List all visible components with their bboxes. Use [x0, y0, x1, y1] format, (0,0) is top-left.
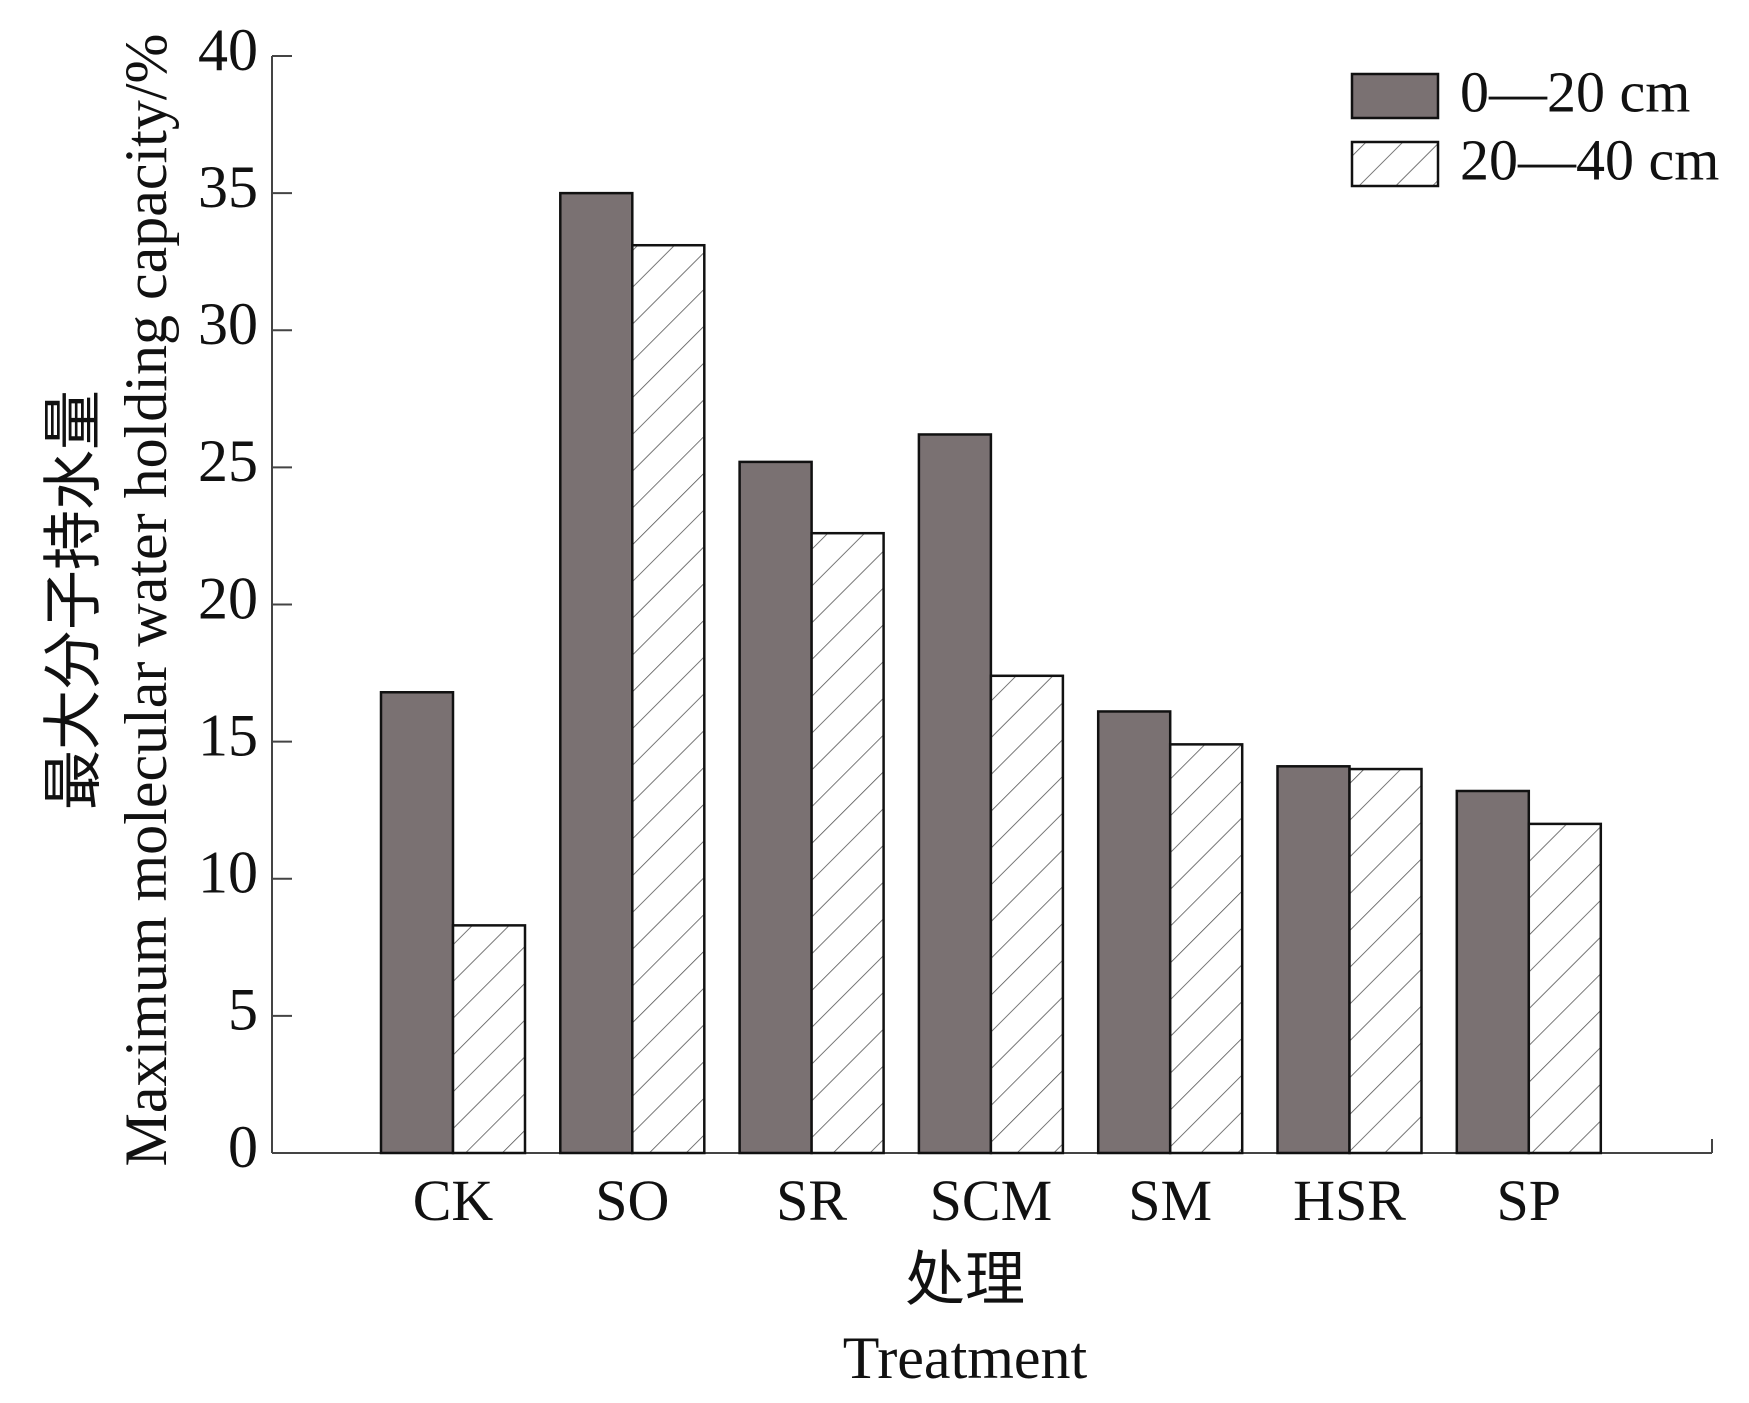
category-labels: CK SO SR SCM SM HSR SP [413, 1168, 1561, 1233]
y-tick-label: 10 [198, 840, 258, 906]
y-tick-label: 20 [198, 565, 258, 631]
y-tick-label: 25 [198, 428, 258, 494]
category-label: SCM [930, 1168, 1053, 1233]
bar-series2-scm [989, 674, 1065, 1155]
y-tick-label: 40 [198, 17, 258, 83]
bars [379, 191, 1603, 1155]
bar-series1-so [559, 191, 634, 1155]
legend-swatch-2 [1350, 140, 1440, 188]
axes: 0 5 10 15 20 25 30 35 40 [198, 17, 1713, 1180]
x-axis-title-en: Treatment [843, 1325, 1088, 1391]
category-label: SP [1497, 1168, 1562, 1233]
category-label: SR [776, 1168, 847, 1233]
bar-series2-hsr [1348, 767, 1423, 1155]
y-tick-label: 0 [228, 1114, 258, 1180]
legend-label-1: 0—20 cm [1460, 59, 1690, 124]
bar-series1-scm [917, 433, 993, 1155]
bar-series2-so [631, 243, 706, 1155]
bar-series2-sr [810, 531, 885, 1155]
y-tick-label: 15 [198, 702, 258, 768]
category-label: CK [413, 1168, 494, 1233]
category-label: HSR [1293, 1168, 1406, 1233]
category-label: SO [595, 1168, 669, 1233]
y-tick-label: 5 [228, 977, 258, 1043]
bar-series2-sp [1527, 822, 1603, 1155]
x-axis-title-cn: 处理 [905, 1247, 1025, 1313]
bar-series1-hsr [1276, 765, 1351, 1155]
y-axis-title-en: Maximum molecular water holding capacity… [113, 34, 179, 1167]
bar-series1-sp [1455, 789, 1531, 1155]
y-tick-label: 30 [198, 291, 258, 357]
bar-series1-ck [379, 691, 455, 1155]
bar-series1-sm [1096, 710, 1172, 1155]
legend-label-2: 20—40 cm [1460, 127, 1719, 192]
y-tick-label: 35 [198, 154, 258, 220]
bar-series2-ck [451, 924, 527, 1155]
bar-series1-sr [738, 460, 813, 1155]
bar-series2-sm [1168, 743, 1244, 1155]
y-axis-title-cn: 最大分子持水量 [41, 390, 107, 810]
category-label: SM [1128, 1168, 1212, 1233]
legend-swatch-1 [1350, 72, 1440, 120]
